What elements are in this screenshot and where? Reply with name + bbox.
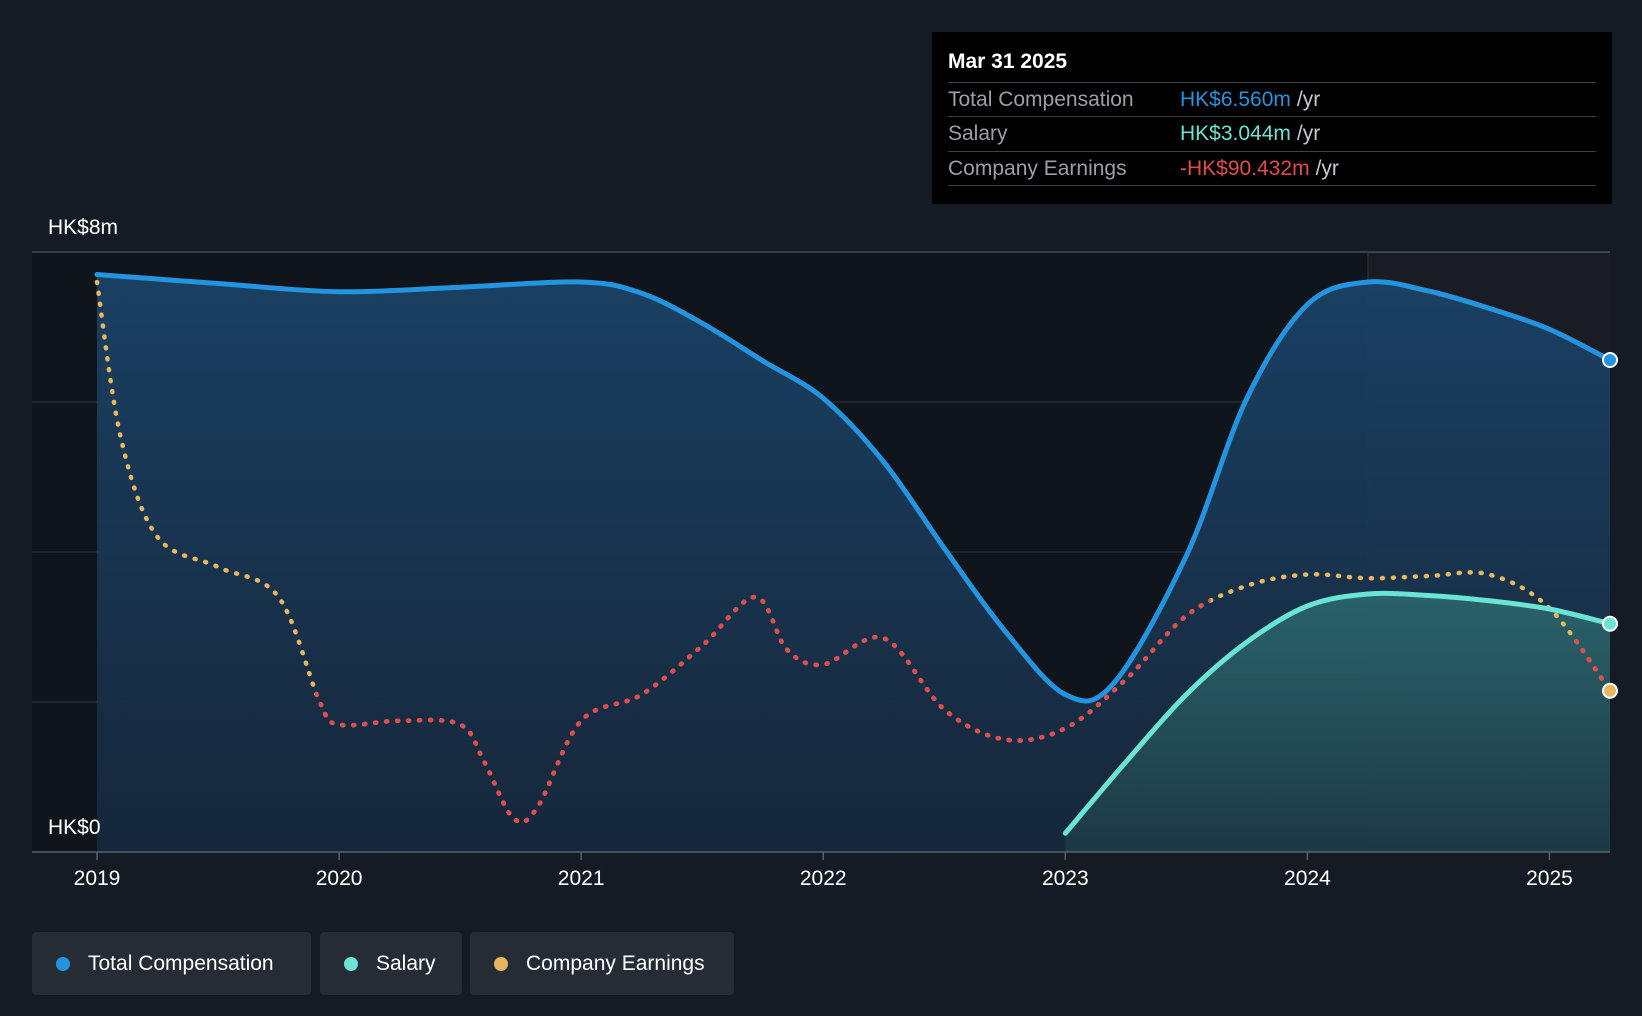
tooltip-value: -HK$90.432m/yr bbox=[1180, 157, 1339, 180]
legend-label: Salary bbox=[376, 952, 436, 975]
legend-item-salary[interactable]: Salary bbox=[320, 932, 462, 995]
tooltip-row-company-earnings: Company Earnings -HK$90.432m/yr bbox=[948, 151, 1596, 186]
x-tick-label: 2021 bbox=[558, 867, 605, 890]
x-tick-label: 2023 bbox=[1042, 867, 1089, 890]
legend-item-company-earnings[interactable]: Company Earnings bbox=[470, 932, 734, 995]
chart-tooltip: Mar 31 2025 Total Compensation HK$6.560m… bbox=[932, 32, 1612, 204]
tooltip-label: Total Compensation bbox=[948, 88, 1134, 111]
legend-label: Total Compensation bbox=[88, 952, 274, 975]
x-tick-label: 2024 bbox=[1284, 867, 1331, 890]
tooltip-label: Salary bbox=[948, 122, 1008, 145]
tooltip-row-total-compensation: Total Compensation HK$6.560m/yr bbox=[948, 82, 1596, 117]
y-axis-bottom-label: HK$0 bbox=[48, 816, 101, 839]
legend-item-total-compensation[interactable]: Total Compensation bbox=[32, 932, 311, 995]
y-axis-top-label: HK$8m bbox=[48, 216, 119, 239]
tooltip-date: Mar 31 2025 bbox=[948, 50, 1068, 73]
salary-area bbox=[1065, 593, 1610, 852]
total-compensation-line bbox=[94, 272, 1613, 704]
x-tick-label: 2025 bbox=[1526, 867, 1573, 890]
company-earnings-negative-line bbox=[314, 594, 1211, 825]
legend-dot-icon bbox=[344, 957, 358, 971]
x-tick-label: 2019 bbox=[74, 867, 121, 890]
legend-label: Company Earnings bbox=[526, 952, 705, 975]
tooltip-label: Company Earnings bbox=[948, 157, 1127, 180]
salary-line bbox=[1062, 590, 1613, 836]
total-compensation-end-marker bbox=[1602, 352, 1618, 368]
company-earnings-end-marker bbox=[1602, 682, 1618, 699]
tooltip-value: HK$6.560m/yr bbox=[1180, 88, 1321, 111]
salary-end-marker bbox=[1602, 615, 1618, 632]
x-tick-label: 2020 bbox=[316, 867, 363, 890]
x-tick-label: 2022 bbox=[800, 867, 847, 890]
tooltip-value: HK$3.044m/yr bbox=[1180, 122, 1321, 145]
tooltip-row-salary: Salary HK$3.044m/yr bbox=[948, 116, 1596, 151]
legend-dot-icon bbox=[494, 957, 508, 971]
legend-dot-icon bbox=[56, 957, 70, 971]
